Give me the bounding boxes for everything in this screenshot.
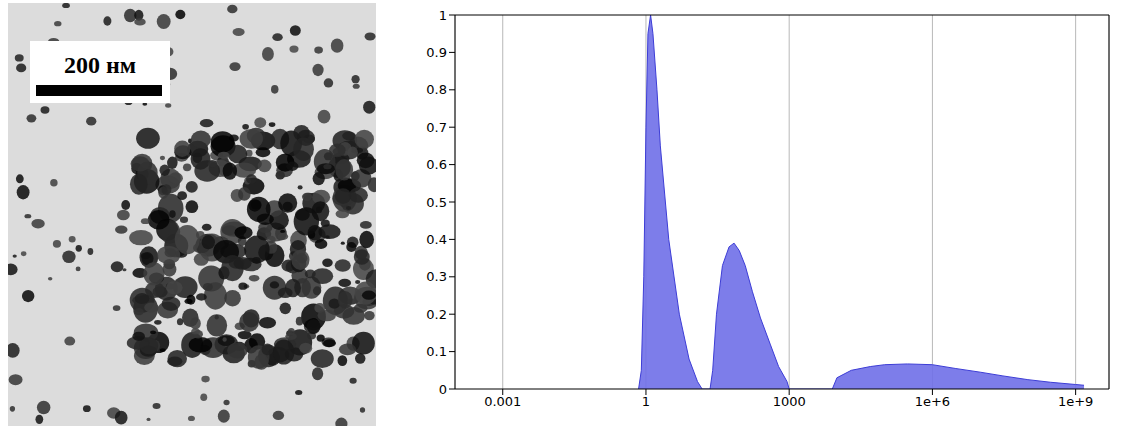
svg-text:0.9: 0.9 bbox=[426, 45, 447, 60]
svg-text:1: 1 bbox=[439, 8, 447, 23]
svg-text:200 нм: 200 нм bbox=[64, 52, 136, 78]
svg-text:0.3: 0.3 bbox=[426, 269, 447, 284]
svg-text:0.6: 0.6 bbox=[426, 157, 447, 172]
svg-text:0: 0 bbox=[439, 382, 447, 397]
svg-text:1000: 1000 bbox=[773, 394, 806, 409]
svg-text:1e+9: 1e+9 bbox=[1058, 394, 1093, 409]
svg-text:0.4: 0.4 bbox=[426, 232, 447, 247]
svg-text:0.2: 0.2 bbox=[426, 307, 447, 322]
svg-text:0.1: 0.1 bbox=[426, 344, 447, 359]
svg-text:0.5: 0.5 bbox=[426, 195, 447, 210]
svg-text:1e+6: 1e+6 bbox=[915, 394, 950, 409]
svg-text:1: 1 bbox=[642, 394, 650, 409]
svg-text:0.8: 0.8 bbox=[426, 82, 447, 97]
svg-text:0.001: 0.001 bbox=[484, 394, 521, 409]
svg-text:0.7: 0.7 bbox=[426, 120, 447, 135]
